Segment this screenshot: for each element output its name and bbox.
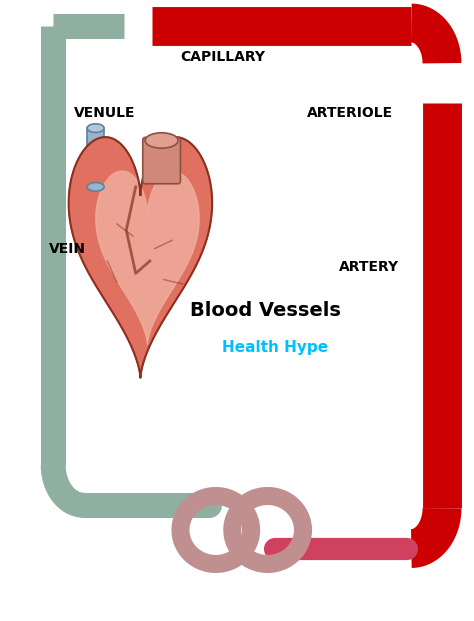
Text: VENULE: VENULE xyxy=(74,106,136,120)
Text: Health Hype: Health Hype xyxy=(222,340,328,355)
FancyBboxPatch shape xyxy=(143,137,181,184)
Ellipse shape xyxy=(87,183,104,191)
Text: Blood Vessels: Blood Vessels xyxy=(190,301,341,320)
Text: ARTERIOLE: ARTERIOLE xyxy=(307,106,393,120)
FancyBboxPatch shape xyxy=(87,128,104,187)
Text: VEIN: VEIN xyxy=(49,242,86,256)
Ellipse shape xyxy=(145,133,178,148)
Polygon shape xyxy=(96,171,199,345)
Text: ARTERY: ARTERY xyxy=(339,260,399,274)
Ellipse shape xyxy=(87,124,104,132)
Text: CAPILLARY: CAPILLARY xyxy=(181,50,265,64)
Polygon shape xyxy=(69,137,212,378)
